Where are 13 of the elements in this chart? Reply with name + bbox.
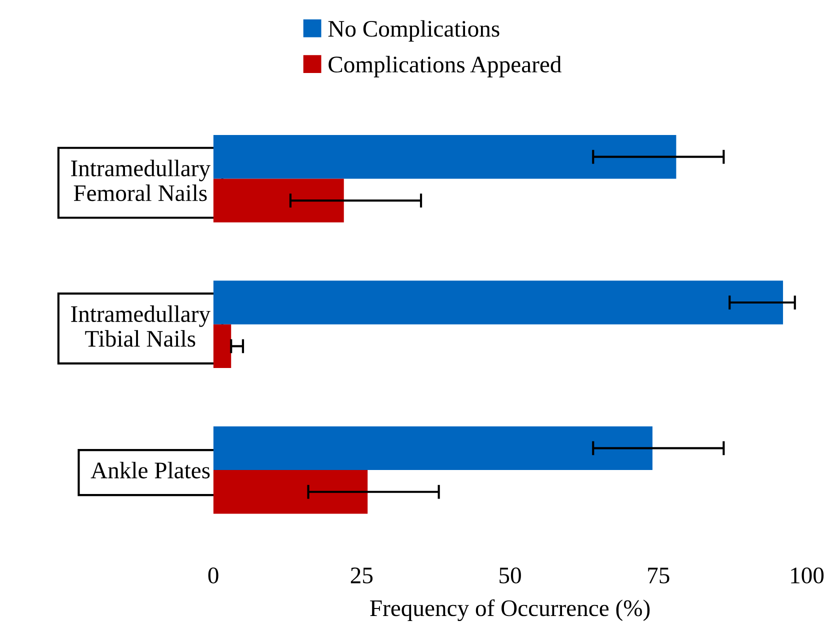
x-axis-title: Frequency of Occurrence (%) bbox=[370, 599, 650, 622]
x-tick-label: 0 bbox=[208, 567, 218, 584]
y-tick-label: Ankle Plates bbox=[90, 462, 210, 478]
x-tick-label: 50 bbox=[500, 567, 521, 584]
bar bbox=[213, 324, 232, 368]
legend-label: No Complications bbox=[328, 20, 500, 42]
legend-label: Complications Appeared bbox=[328, 56, 562, 78]
y-tick-label: Intramedullary Femoral Nails bbox=[71, 160, 210, 202]
bar bbox=[213, 426, 652, 470]
x-tick-label: 25 bbox=[350, 568, 373, 584]
x-tick-label: 100 bbox=[791, 567, 824, 584]
y-tick-label: Intramedullary Tibial Nails bbox=[71, 305, 210, 347]
x-tick-label: 75 bbox=[648, 568, 670, 584]
